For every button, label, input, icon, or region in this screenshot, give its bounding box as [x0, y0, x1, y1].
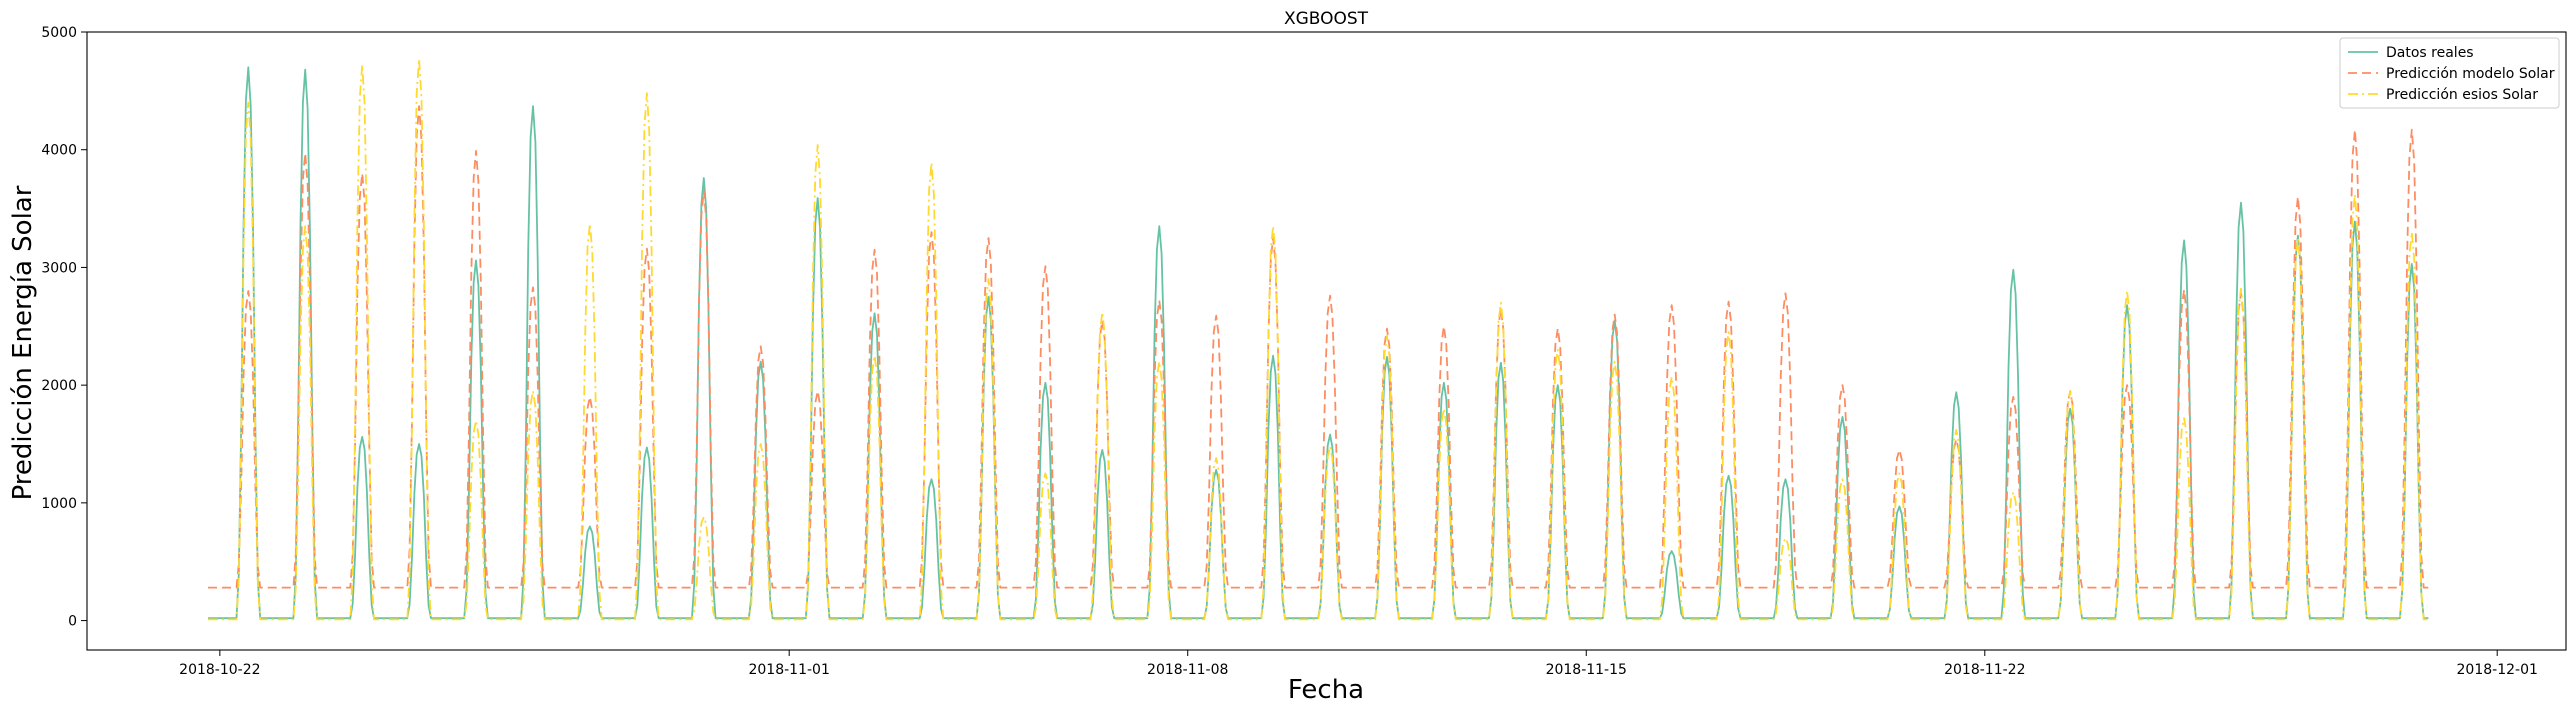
y-tick-label: 4000 [41, 143, 77, 159]
y-tick-label: 1000 [41, 496, 77, 512]
legend-label: Datos reales [2386, 45, 2474, 61]
x-tick-label: 2018-10-22 [179, 662, 260, 678]
x-tick-label: 2018-11-08 [1147, 662, 1228, 678]
x-axis: 2018-10-22 2018-11-01 2018-11-08 2018-11-15… [179, 650, 2538, 678]
series-line-2 [208, 105, 2429, 589]
series-line-3 [208, 58, 2429, 621]
x-tick-label: 2018-11-15 [1546, 662, 1627, 678]
x-tick-label: 2018-12-01 [2457, 662, 2538, 678]
y-axis: 0 1000 2000 3000 4000 5000 [41, 25, 87, 630]
chart-title: XGBOOST [1284, 9, 1369, 29]
legend-label: Predicción modelo Solar [2386, 66, 2555, 82]
y-tick-label: 2000 [41, 378, 77, 394]
y-tick-label: 5000 [41, 25, 77, 41]
x-tick-label: 2018-11-01 [748, 662, 829, 678]
legend-box [2339, 37, 2560, 109]
plot-area [86, 31, 2567, 651]
legend: Datos reales Predicción modelo Solar Predi… [2339, 37, 2560, 109]
plot-frame [86, 31, 2567, 651]
legend-label: Predicción esios Solar [2386, 87, 2538, 103]
y-tick-label: 3000 [41, 260, 77, 276]
y-axis-title: Predicción Energía Solar [8, 185, 38, 500]
x-tick-label: 2018-11-22 [1944, 662, 2025, 678]
x-axis-title: Fecha [1288, 675, 1364, 705]
y-tick-label: 0 [68, 614, 77, 630]
series-line-1 [208, 66, 2429, 620]
